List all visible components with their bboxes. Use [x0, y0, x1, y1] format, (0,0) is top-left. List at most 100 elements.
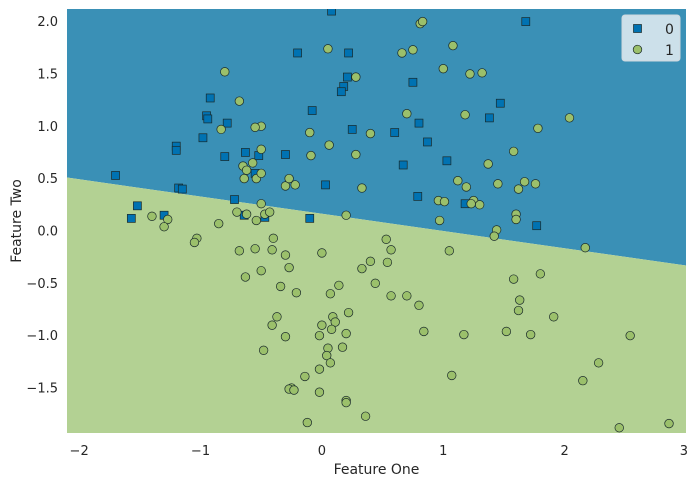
scatter-point-class-1 [275, 281, 286, 292]
scatter-point-class-1 [465, 69, 475, 79]
scatter-point-class-1 [351, 72, 361, 82]
scatter-point-class-1 [549, 312, 559, 322]
decision-region-class-1 [67, 177, 686, 433]
scatter-point-class-1 [351, 149, 361, 160]
scatter-point-class-1 [256, 199, 266, 209]
scatter-point-class-0 [133, 201, 142, 211]
scatter-point-class-1 [306, 150, 316, 161]
scatter-point-class-1 [447, 370, 457, 381]
scatter-point-class-1 [419, 326, 429, 337]
scatter-point-class-0 [390, 128, 400, 137]
scatter-point-class-1 [314, 330, 325, 341]
scatter-point-class-1 [625, 330, 635, 341]
scatter-point-class-1 [511, 214, 521, 225]
scatter-point-class-1 [232, 207, 242, 217]
scatter-point-class-1 [325, 358, 336, 368]
scatter-point-class-1 [444, 246, 454, 256]
scatter-point-class-0 [203, 114, 213, 124]
y-tick-label: 1.5 [37, 67, 58, 82]
scatter-point-class-1 [664, 418, 674, 429]
legend-label-class-0: 0 [665, 22, 674, 38]
scatter-point-class-1 [535, 269, 546, 279]
scatter-point-class-1 [251, 215, 261, 226]
scatter-point-class-1 [290, 180, 300, 190]
scatter-point-class-1 [330, 317, 340, 327]
y-tick-label: 0.5 [37, 172, 58, 187]
scatter-point-class-1 [357, 183, 367, 193]
legend: 0 1 [621, 14, 681, 62]
x-tick-label: 3 [680, 444, 688, 459]
scatter-point-class-1 [417, 16, 428, 27]
scatter-point-class-1 [386, 245, 396, 255]
scatter-point-class-1 [370, 278, 380, 288]
scatter-point-class-0 [241, 148, 250, 157]
scatter-point-class-0 [413, 192, 423, 201]
scatter-point-class-0 [423, 137, 432, 147]
scatter-point-class-0 [521, 17, 531, 26]
scatter-point-class-1 [256, 168, 266, 179]
scatter-point-class-1 [322, 350, 332, 361]
scatter-point-class-0 [495, 98, 505, 108]
scatter-point-class-1 [408, 45, 418, 55]
scatter-point-class-1 [580, 243, 590, 253]
scatter-point-class-1 [564, 113, 575, 123]
scatter-point-class-0 [177, 184, 187, 194]
scatter-point-class-1 [533, 123, 543, 133]
scatter-point-class-1 [460, 110, 470, 120]
scatter-point-class-1 [159, 222, 169, 232]
scatter-point-class-1 [337, 342, 348, 352]
scatter-point-class-1 [147, 211, 157, 221]
scatter-point-class-1 [272, 312, 282, 322]
scatter-point-class-1 [325, 289, 336, 299]
scatter-point-class-1 [317, 248, 327, 258]
scatter-point-class-1 [341, 210, 351, 220]
scatter-point-class-1 [513, 305, 524, 316]
scatter-point-class-0 [398, 160, 408, 170]
scatter-point-class-0 [485, 113, 494, 123]
x-tick-label: −1 [191, 444, 210, 459]
scatter-point-class-1 [461, 182, 471, 192]
scatter-point-class-1 [280, 181, 291, 191]
scatter-point-class-1 [397, 48, 407, 58]
scatter-point-class-1 [439, 196, 450, 207]
scatter-point-class-1 [483, 159, 493, 169]
scatter-point-class-0 [281, 150, 290, 159]
scatter-point-class-1 [284, 262, 294, 273]
scatter-point-class-1 [448, 40, 458, 51]
x-tick-label: 1 [439, 444, 447, 459]
scatter-point-class-1 [414, 300, 424, 310]
legend-marker-class-0 [633, 24, 642, 33]
y-tick-label: 0.0 [37, 224, 58, 239]
scatter-point-class-1 [519, 177, 530, 187]
scatter-point-class-1 [317, 320, 327, 330]
scatter-point-class-1 [386, 291, 396, 301]
scatter-point-class-0 [222, 118, 232, 128]
scatter-point-class-1 [256, 144, 266, 154]
scatter-point-class-0 [230, 195, 239, 204]
scatter-point-class-1 [163, 214, 173, 225]
scatter-point-class-1 [239, 173, 249, 184]
scatter-point-class-1 [268, 233, 278, 243]
scatter-point-class-1 [402, 109, 412, 119]
scatter-point-class-1 [234, 96, 244, 106]
scatter-point-class-1 [493, 179, 503, 189]
scatter-point-class-0 [327, 9, 336, 16]
scatter-point-class-1 [382, 257, 393, 268]
scatter-point-class-1 [578, 376, 588, 386]
scatter-point-class-1 [341, 397, 351, 408]
scatter-point-class-1 [477, 68, 487, 78]
scatter-point-class-0 [442, 156, 452, 166]
scatter-point-class-1 [438, 64, 448, 74]
scatter-point-class-1 [284, 173, 294, 184]
scatter-point-class-1 [289, 385, 299, 395]
y-tick-label: −0.5 [26, 277, 58, 292]
scatter-point-class-0 [344, 48, 353, 58]
scatter-point-class-1 [343, 307, 354, 318]
y-tick-label: 1.0 [37, 120, 58, 135]
scatter-point-class-1 [509, 146, 519, 157]
scatter-point-class-1 [189, 237, 200, 248]
scatter-point-class-1 [234, 246, 244, 256]
scatter-point-class-1 [267, 320, 277, 330]
scatter-point-class-1 [300, 371, 310, 382]
scatter-point-class-0 [414, 118, 424, 128]
